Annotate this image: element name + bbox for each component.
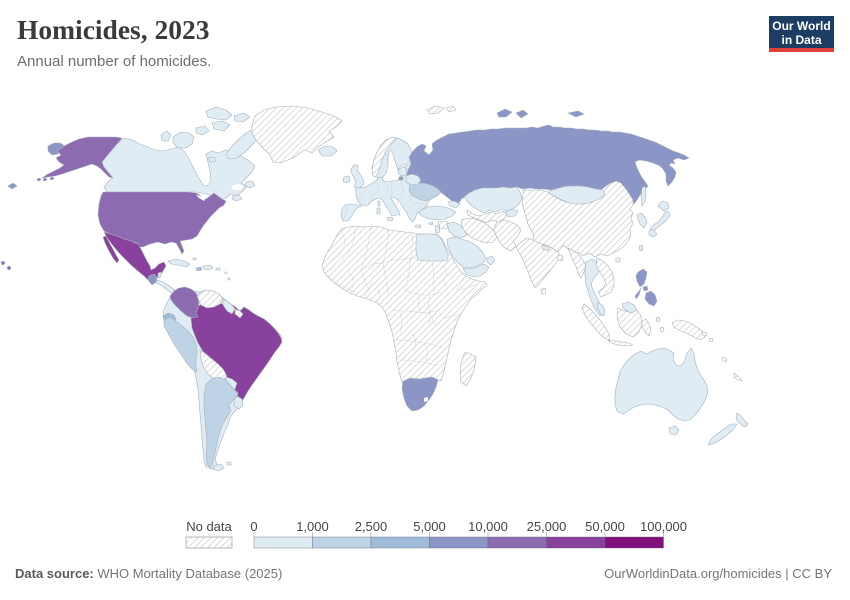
svg-text:0: 0 bbox=[250, 519, 257, 534]
svg-text:25,000: 25,000 bbox=[527, 519, 567, 534]
svg-text:1,000: 1,000 bbox=[296, 519, 329, 534]
svg-text:10,000: 10,000 bbox=[468, 519, 508, 534]
svg-text:5,000: 5,000 bbox=[413, 519, 446, 534]
svg-text:100,000: 100,000 bbox=[640, 519, 687, 534]
svg-text:No data: No data bbox=[186, 519, 232, 534]
svg-text:50,000: 50,000 bbox=[585, 519, 625, 534]
svg-text:2,500: 2,500 bbox=[355, 519, 388, 534]
